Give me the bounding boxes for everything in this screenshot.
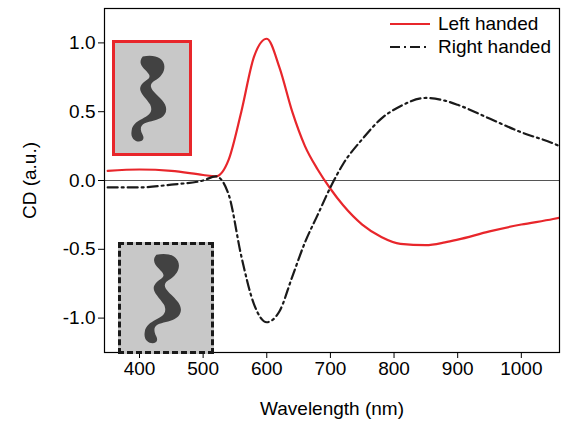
html-text:Left handed: Left handed [438,13,539,34]
svg-text:700: 700 [315,358,347,379]
svg-text:CD (a.u.): CD (a.u.) [19,142,40,219]
svg-text:1000: 1000 [500,358,542,379]
svg-text:1.0: 1.0 [69,32,95,53]
svg-text:0.5: 0.5 [69,101,95,122]
html-text:Right handed: Right handed [438,36,551,57]
svg-text:800: 800 [378,358,410,379]
svg-text:400: 400 [124,358,156,379]
svg-text:-0.5: -0.5 [63,238,96,259]
svg-text:600: 600 [251,358,283,379]
svg-text:900: 900 [442,358,474,379]
svg-text:-1.0: -1.0 [63,307,96,328]
svg-text:Wavelength (nm): Wavelength (nm) [260,398,404,419]
svg-text:0.0: 0.0 [69,170,95,191]
svg-text:500: 500 [187,358,219,379]
